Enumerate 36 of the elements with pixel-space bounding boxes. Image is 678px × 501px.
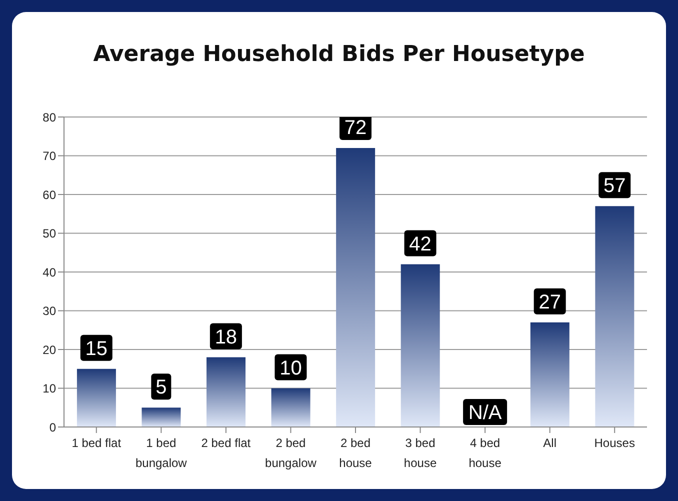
y-tick-label: 50	[42, 226, 56, 241]
chart-title: Average Household Bids Per Housetype	[92, 42, 586, 67]
x-tick-label: 2 bed house	[339, 436, 372, 470]
x-tick-label: Houses	[594, 436, 635, 450]
data-label: 42	[409, 233, 432, 256]
y-tick-label: 30	[42, 304, 56, 318]
x-tick-label: 2 bed flat	[201, 436, 252, 450]
data-label: 5	[156, 376, 167, 399]
y-tick-label: 70	[42, 149, 56, 164]
data-label: 18	[214, 326, 238, 348]
data-label: 57	[603, 175, 626, 198]
y-tick-label: 80	[42, 110, 56, 124]
bar	[336, 148, 376, 427]
bar	[206, 357, 246, 427]
y-tick-label: 20	[42, 342, 56, 357]
bar	[400, 264, 440, 427]
y-tick-label: 0	[49, 420, 56, 434]
bar	[530, 322, 570, 427]
data-label: 10	[280, 357, 302, 380]
text: N/A	[468, 402, 502, 424]
y-tick-label: 40	[42, 265, 56, 280]
x-tick-label: 4 bed house	[468, 436, 502, 470]
x-tick-label: 1 bed flat	[72, 436, 122, 450]
y-tick-label: 60	[42, 188, 56, 202]
y-tick-label: 10	[42, 382, 56, 396]
x-tick-label: 3 bed house	[404, 436, 437, 470]
bar	[142, 408, 181, 427]
data-label: 15	[85, 338, 108, 360]
data-label: 27	[538, 291, 561, 314]
bar	[595, 206, 634, 427]
x-tick-label: All	[543, 436, 557, 450]
data-label: 72	[344, 117, 367, 139]
bar	[271, 388, 310, 427]
bar	[76, 368, 116, 427]
x-tick-label: 1 bed bungalow	[135, 436, 188, 470]
x-tick-label: 2 bed bungalow	[265, 436, 317, 470]
